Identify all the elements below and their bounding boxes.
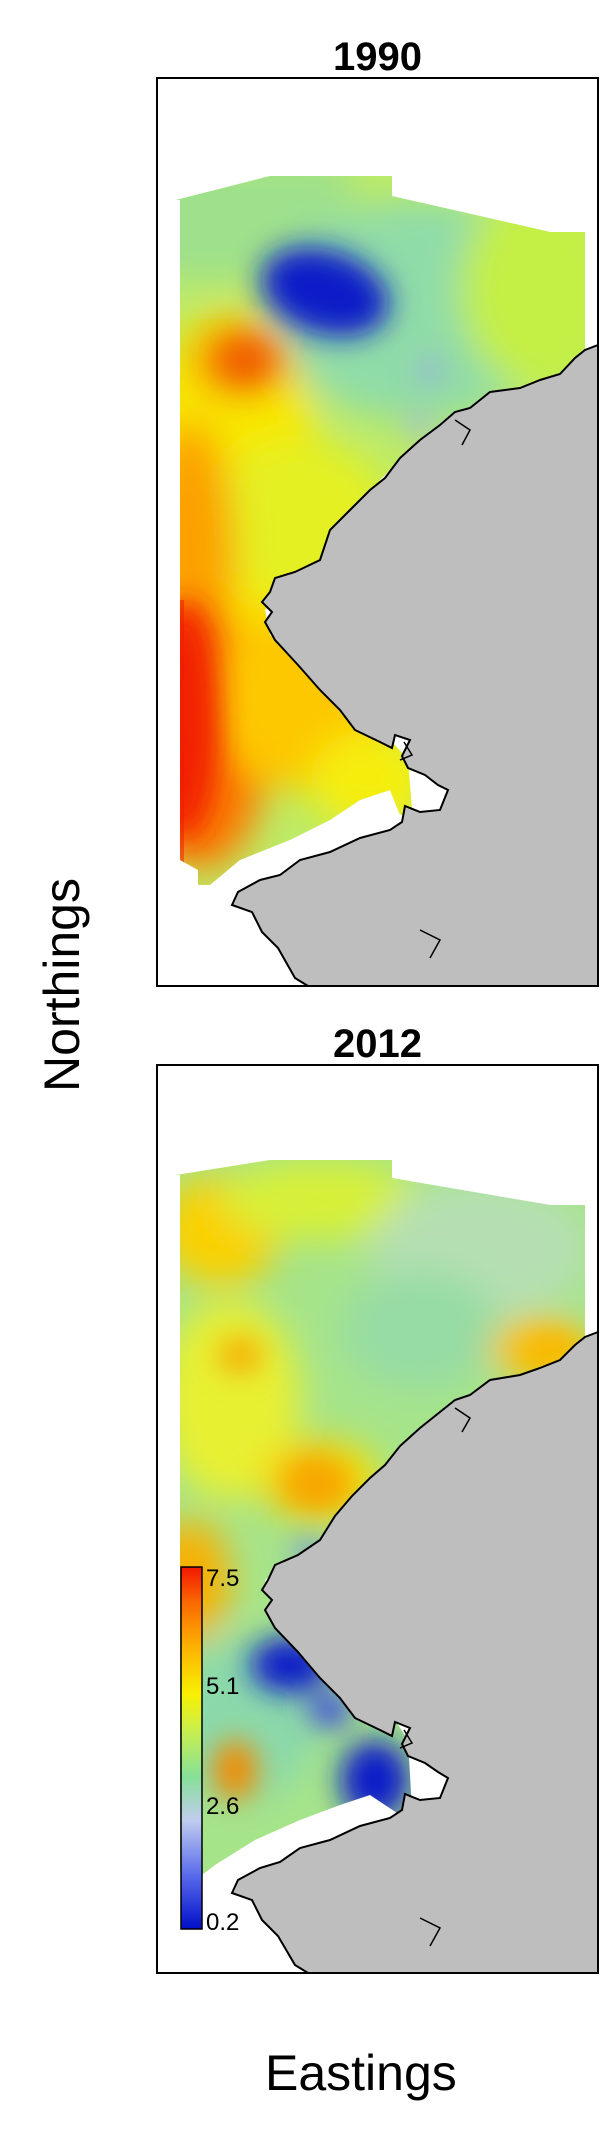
map-panel-1990 bbox=[156, 77, 599, 987]
map-panel-2012 bbox=[156, 1064, 599, 1974]
surface-1990 bbox=[176, 176, 585, 885]
panel-title-1990: 1990 bbox=[333, 35, 422, 79]
legend-tick-mid-high: 5.1 bbox=[206, 1673, 240, 1700]
land-2012 bbox=[230, 1330, 599, 1974]
land-1990 bbox=[230, 343, 599, 987]
legend-tick-mid-low: 2.6 bbox=[206, 1793, 240, 1820]
y-axis-label: Northings bbox=[34, 878, 90, 1092]
legend-tick-max: 7.5 bbox=[206, 1565, 240, 1592]
legend-tick-min: 0.2 bbox=[206, 1909, 240, 1936]
x-axis-label: Eastings bbox=[265, 2045, 457, 2101]
legend-colorbar bbox=[180, 1566, 203, 1930]
panel-title-2012: 2012 bbox=[333, 1022, 422, 1066]
